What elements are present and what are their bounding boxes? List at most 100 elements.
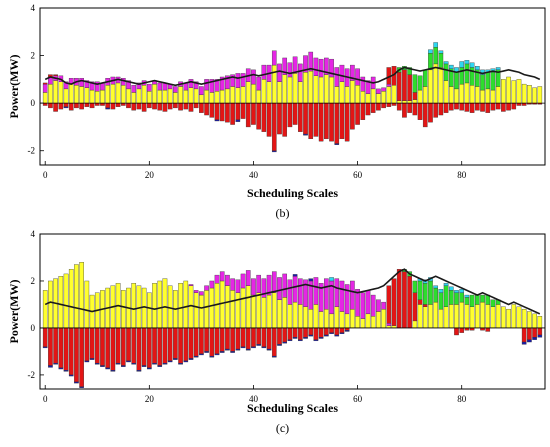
bar-s0-76 — [438, 67, 444, 104]
bar-s3-72 — [417, 280, 423, 300]
bar-s0-83 — [475, 86, 480, 104]
bar-s3-86 — [490, 72, 496, 91]
bar-s6-27 — [183, 102, 189, 110]
bar-s1-39 — [245, 270, 251, 286]
bar-s0-42 — [261, 297, 267, 329]
bar-s0-20 — [147, 91, 152, 104]
bar-s0-90 — [511, 304, 517, 329]
bar-s6-71 — [412, 102, 418, 116]
bar-s0-24 — [167, 88, 173, 104]
bar-s0-21 — [152, 283, 157, 329]
bar-s6-52 — [313, 102, 319, 137]
bar-s1-33 — [214, 274, 220, 284]
bar-s6-30 — [199, 102, 204, 113]
bar-s7-1 — [48, 365, 53, 368]
bar-s6-63 — [370, 102, 376, 113]
bar-s1-37 — [235, 73, 241, 88]
bar-s6-33 — [214, 102, 220, 120]
bar-s6-92 — [521, 327, 527, 343]
bar-s7-29 — [193, 355, 199, 358]
y-axis-title: Power(MW) — [7, 280, 21, 344]
bar-s0-78 — [448, 86, 454, 104]
bar-s1-15 — [120, 77, 126, 86]
bar-s0-63 — [370, 88, 376, 104]
bar-s6-34 — [219, 327, 225, 352]
bar-s1-51 — [308, 51, 314, 72]
bar-s0-45 — [277, 81, 282, 104]
bar-s1-49 — [297, 63, 303, 82]
bar-s1-7 — [79, 77, 84, 87]
bar-s0-42 — [261, 79, 267, 104]
bar-s0-31 — [204, 89, 209, 104]
bar-s1-64 — [376, 88, 381, 94]
bar-s0-61 — [360, 91, 366, 104]
bar-s0-48 — [292, 73, 298, 104]
bar-s6-6 — [74, 102, 79, 109]
panel-caption: (c) — [276, 421, 289, 435]
bar-s6-49 — [297, 102, 303, 132]
panel-b: 0 20 40 60 80 -2 0 2 4 Scheduling Scales Power(MW)… — [7, 3, 546, 220]
bar-s1-30 — [199, 291, 204, 296]
bar-s3-79 — [454, 72, 459, 90]
bar-s0-89 — [506, 76, 511, 104]
bar-s7-47 — [287, 339, 293, 342]
x-tick-label: 60 — [353, 394, 363, 404]
bar-s0-12 — [105, 85, 110, 104]
bar-s0-29 — [193, 88, 199, 104]
plot-frame — [39, 233, 546, 390]
bar-s6-51 — [308, 102, 314, 140]
bar-s0-37 — [235, 292, 241, 329]
bar-s7-33 — [214, 353, 220, 356]
bar-s0-84 — [480, 89, 485, 104]
bar-s6-30 — [199, 327, 204, 354]
bar-s4-75 — [433, 285, 438, 289]
bar-s0-47 — [287, 76, 293, 104]
bar-s6-2 — [53, 102, 58, 112]
bar-s6-38 — [240, 102, 246, 119]
bar-s4-82 — [469, 62, 475, 68]
bar-s6-16 — [126, 327, 131, 361]
bar-s0-83 — [475, 304, 480, 329]
bar-s6-50 — [303, 102, 308, 135]
bar-s6-0 — [42, 327, 48, 347]
bar-s0-56 — [334, 86, 340, 104]
bar-s6-35 — [225, 327, 230, 350]
bar-s6-54 — [324, 327, 329, 336]
bar-s6-39 — [245, 327, 251, 350]
bar-s2-69 — [402, 271, 407, 329]
bar-s6-35 — [225, 102, 230, 123]
bar-s6-22 — [157, 327, 163, 366]
bar-s1-62 — [365, 80, 371, 94]
bar-s2-68 — [396, 72, 402, 101]
bar-s6-5 — [68, 102, 74, 111]
bar-s1-50 — [303, 55, 308, 73]
bar-s7-50 — [303, 337, 308, 339]
y-axis-title: Power(MW) — [7, 55, 21, 119]
bar-s4-55 — [329, 277, 334, 282]
bar-s1-65 — [381, 87, 386, 92]
bar-s1-33 — [214, 79, 220, 92]
bar-s2-0 — [42, 82, 48, 85]
bar-s6-72 — [417, 102, 423, 120]
bar-s1-45 — [277, 63, 282, 82]
bar-s0-72 — [417, 304, 423, 329]
bar-s6-8 — [84, 327, 90, 361]
bar-s1-48 — [292, 56, 298, 74]
bar-s0-9 — [89, 89, 95, 104]
bar-s6-58 — [344, 102, 350, 142]
bar-s1-29 — [193, 81, 199, 90]
bar-s4-76 — [438, 50, 444, 54]
bar-s1-56 — [334, 278, 340, 307]
x-tick-label: 0 — [43, 394, 48, 404]
y-tick-label: -2 — [28, 370, 36, 380]
bar-s0-52 — [313, 304, 319, 329]
bar-s7-20 — [147, 367, 152, 370]
bar-s0-85 — [485, 304, 491, 329]
bar-s0-51 — [308, 308, 314, 329]
bar-s6-82 — [469, 102, 475, 113]
bar-s1-60 — [355, 68, 360, 86]
bar-s3-82 — [469, 294, 475, 307]
bar-s0-60 — [355, 316, 360, 329]
bar-s0-3 — [58, 81, 64, 104]
bar-s6-60 — [355, 102, 360, 125]
